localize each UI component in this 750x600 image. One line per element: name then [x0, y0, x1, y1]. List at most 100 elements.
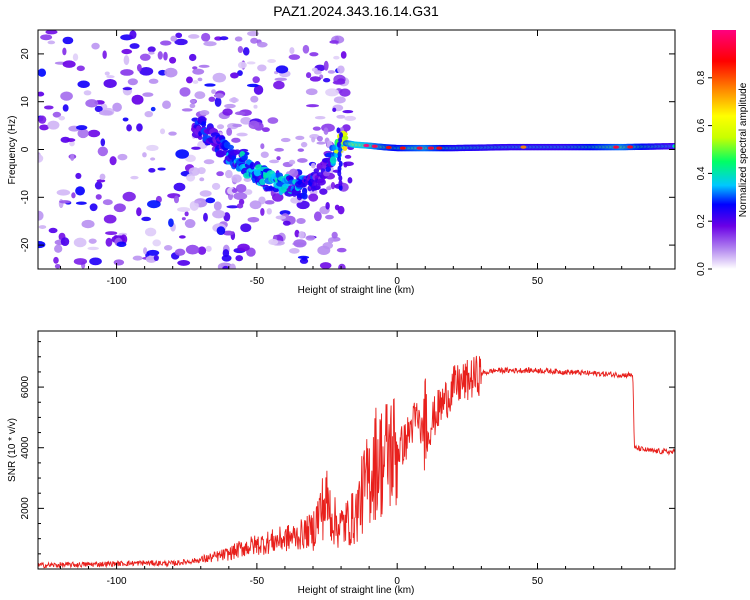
spectrogram-cell	[162, 100, 171, 109]
spectrogram-cell	[325, 88, 339, 97]
spectrogram-cell	[331, 231, 338, 239]
spectrogram-cell	[136, 64, 142, 72]
spectrogram-cell	[229, 263, 236, 269]
spectrogram-cell	[112, 102, 122, 112]
colorbar-tick-label: 0.4	[696, 166, 707, 180]
spectrogram-cell	[188, 53, 197, 62]
spectrogram-cell	[240, 223, 252, 233]
spectrogram-cell	[38, 210, 44, 221]
spectrogram-cell	[211, 89, 216, 94]
spectrogram-cell	[338, 175, 343, 182]
spectrogram-cell	[288, 159, 296, 165]
snr-plot-area	[38, 331, 675, 569]
spectrogram-cell	[106, 75, 115, 79]
spectrogram-cell	[157, 167, 166, 171]
spectrogram-cell	[168, 218, 174, 228]
spectrogram-cell	[269, 159, 280, 164]
spectrogram-cell	[150, 157, 156, 161]
spectrogram-cell	[236, 203, 244, 209]
spectrogram-cell	[236, 132, 248, 137]
spectrogram-cell	[363, 143, 370, 148]
spectrogram-cell	[147, 200, 161, 209]
spectrogram-cell	[259, 178, 266, 186]
spectrogram-cell	[102, 50, 107, 59]
spectrogram-cell	[169, 56, 177, 64]
snr-y-tick-label: 4000	[20, 436, 31, 459]
spectrogram-cell	[305, 88, 318, 96]
spectrogram-cell	[60, 237, 70, 247]
spectrogram-cell	[191, 146, 201, 150]
spectrogram-cell	[325, 202, 330, 210]
spectrogram-cell	[100, 138, 106, 147]
spectrogram-cell	[250, 37, 259, 44]
snr-x-label: Height of straight line (km)	[298, 585, 415, 596]
spectrogram-cell	[302, 44, 310, 54]
spectrogram-cell	[333, 96, 346, 104]
spectrogram-cell	[301, 256, 308, 261]
spectrogram-cell	[338, 146, 343, 153]
spectrogram-cell	[144, 227, 157, 237]
spectrogram-cell	[89, 257, 102, 266]
spectrogram-cell	[244, 189, 253, 195]
spectrogram-cell	[88, 238, 97, 244]
spectrogram-cell	[71, 192, 76, 199]
spectrogram-cell	[197, 246, 207, 255]
spectrogram-cell	[332, 107, 337, 113]
spectrogram-cell	[282, 220, 291, 226]
spectrogram-cell	[237, 243, 250, 252]
spectrogram-cell	[337, 151, 342, 158]
spectrogram-cell	[329, 156, 337, 164]
spectrogram-cell	[152, 239, 162, 247]
spectrogram-cell	[371, 144, 378, 148]
snr-x-tick-label: -100	[107, 576, 127, 587]
figure-title: PAZ1.2024.343.16.14.G31	[273, 3, 439, 19]
snr-x-ticks: -100 -50 0 50	[59, 331, 651, 587]
spectrogram-cell	[70, 153, 75, 161]
spectrogram-cell	[47, 40, 56, 45]
spectrogram-cell	[87, 129, 101, 138]
spectrogram-cell	[177, 259, 191, 266]
spectrogram-cell	[242, 47, 250, 56]
spectrogram-cell	[66, 138, 76, 142]
spectrogram-cell	[226, 127, 233, 136]
spectrogram-cell	[87, 246, 99, 251]
spectrogram-cell	[343, 161, 354, 167]
spectrogram-cell	[520, 145, 527, 149]
spectrogram-cell	[279, 210, 291, 216]
spectrogram-cell	[203, 212, 208, 222]
spectrogram-cell	[196, 125, 201, 133]
spectrogram-cell	[197, 77, 203, 82]
spectrogram-x-label: Height of straight line (km)	[298, 285, 415, 296]
spectrogram-cell	[257, 64, 267, 72]
spectrogram-cell	[230, 72, 239, 79]
spectrogram-cell	[54, 264, 61, 269]
spectrogram-cell	[260, 207, 265, 216]
spectrogram-cell	[197, 135, 203, 140]
spectrogram-cell	[222, 265, 229, 269]
spectrogram-cell	[116, 241, 127, 248]
colorbar-label: Normalized spectral amplitude	[738, 82, 749, 217]
spectrogram-cell	[199, 177, 205, 182]
spectrogram-cell	[83, 90, 92, 96]
spectrogram-cell	[300, 141, 308, 148]
spectrogram-cell	[309, 52, 319, 57]
spectrogram-cell	[314, 70, 322, 75]
spectrogram-cell	[280, 137, 291, 143]
spectrogram-cell	[305, 72, 312, 79]
spectrogram-cell	[249, 161, 255, 170]
spectrogram-cell	[253, 104, 258, 109]
spectrogram-cell	[216, 171, 224, 177]
spectrogram-cell	[312, 126, 321, 131]
spectrogram-cell	[59, 200, 71, 204]
spectrogram-cell	[323, 78, 331, 83]
spectrogram-cell	[85, 99, 99, 108]
spectrogram-cell	[268, 238, 279, 245]
spectrogram-cell	[123, 55, 130, 66]
spectrogram-cell	[337, 65, 345, 74]
spectrogram-cell	[189, 103, 196, 109]
colorbar-gradient	[712, 30, 736, 269]
colorbar: 0.0 0.2 0.4 0.6 0.8 Normalized spectral ampl…	[696, 30, 749, 276]
spectrogram-cell	[122, 191, 136, 202]
spectrogram-cell	[192, 68, 205, 75]
spectrogram-cell	[436, 146, 443, 150]
